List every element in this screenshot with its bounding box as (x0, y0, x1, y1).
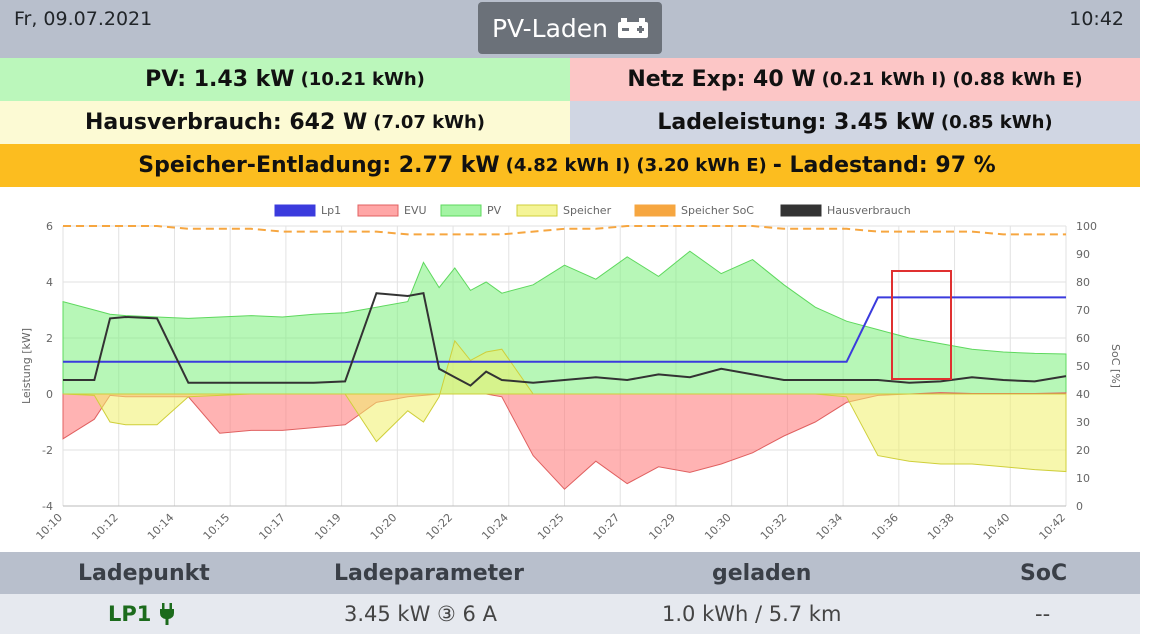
y-left-axis-title: Leistung [kW] (20, 328, 33, 404)
y-right-tick-label: 80 (1076, 276, 1090, 289)
charge-power-value: Ladeleistung: 3.45 kW (657, 110, 935, 135)
y-right-tick-label: 50 (1076, 360, 1090, 373)
x-tick-label: 10:10 (34, 511, 66, 543)
charge-energy-value: (0.85 kWh) (940, 112, 1053, 133)
car-battery-icon (618, 18, 649, 38)
x-tick-label: 10:24 (479, 511, 511, 543)
y-right-axis-title: SoC [%] (1109, 344, 1122, 388)
legend-label: Speicher SoC (681, 204, 754, 217)
legend-label: Hausverbrauch (827, 204, 911, 217)
evu-area (62, 392, 1067, 490)
storage-export-value: (3.20 kWh E) (636, 155, 767, 176)
x-tick-label: 10:29 (646, 511, 678, 543)
house-consumption-panel: Hausverbrauch: 642 W (7.07 kWh) (0, 101, 570, 144)
vehicle-soc: -- (1035, 602, 1051, 626)
x-tick-label: 10:14 (145, 511, 177, 543)
x-tick-label: 10:25 (535, 511, 567, 543)
state-of-charge-value: - Ladestand: 97 % (772, 153, 996, 178)
pv-power-value: PV: 1.43 kW (145, 67, 295, 92)
legend-swatch (516, 204, 558, 217)
grid-import-value: (0.21 kWh I) (821, 69, 947, 90)
x-tick-label: 10:42 (1037, 511, 1069, 543)
charge-mode-button[interactable]: PV-Laden (478, 2, 662, 54)
x-tick-label: 10:17 (256, 511, 288, 543)
chargepoint-label: LP1 (108, 602, 152, 626)
top-bar: Fr, 09.07.2021 PV-Laden 10:42 (0, 0, 1140, 58)
header-soc: SoC (1020, 560, 1068, 586)
grid-power-value: Netz Exp: 40 W (627, 67, 816, 92)
date-display: Fr, 09.07.2021 (14, 8, 153, 30)
grid-export-value: (0.88 kWh E) (952, 69, 1083, 90)
y-left-tick-label: 2 (46, 332, 53, 345)
hausverbrauch-line (63, 292, 1067, 387)
x-tick-label: 10:22 (424, 511, 456, 543)
storage-power-value: Speicher-Entladung: 2.77 kW (138, 153, 500, 178)
chargepoint-name[interactable]: LP1 (108, 594, 175, 634)
x-tick-label: 10:12 (89, 511, 121, 543)
y-right-tick-label: 70 (1076, 304, 1090, 317)
x-tick-label: 10:20 (368, 511, 400, 543)
chargepoint-table-header: Ladepunkt Ladeparameter geladen SoC (0, 552, 1140, 594)
speicher-area (62, 339, 1067, 473)
y-right-tick-label: 10 (1076, 472, 1090, 485)
x-tick-label: 10:30 (702, 511, 734, 543)
x-tick-label: 10:19 (312, 511, 344, 543)
legend-label: Lp1 (321, 204, 341, 217)
storage-import-value: (4.82 kWh I) (505, 155, 631, 176)
house-consumption-value: Hausverbrauch: 642 W (84, 110, 368, 135)
y-left-tick-label: 0 (46, 388, 53, 401)
x-tick-label: 10:15 (201, 511, 233, 543)
x-tick-label: 10:40 (981, 511, 1013, 543)
time-display: 10:42 (1069, 8, 1124, 30)
plug-icon (160, 603, 175, 625)
x-tick-label: 10:38 (925, 511, 957, 543)
x-tick-label: 10:34 (814, 511, 846, 543)
power-chart-svg: Lp1 EVU PV Speicher Speicher SoC Hausverbrauc… (20, 204, 1122, 543)
charge-mode-label: PV-Laden (491, 13, 609, 43)
pv-area (62, 250, 1067, 395)
y-left-tick-label: 6 (46, 220, 53, 233)
legend-swatch (440, 204, 482, 217)
charge-parameters: 3.45 kW ③ 6 A (344, 602, 497, 626)
legend-label: PV (487, 204, 502, 217)
legend-swatch (780, 204, 822, 217)
header-ladepunkt: Ladepunkt (78, 560, 210, 586)
storage-panel: Speicher-Entladung: 2.77 kW (4.82 kWh I)… (0, 144, 1140, 187)
lp1-line (63, 296, 1066, 363)
y-right-tick-label: 40 (1076, 388, 1090, 401)
power-chart: Lp1 EVU PV Speicher Speicher SoC Hausverbrauc… (0, 196, 1140, 546)
y-right-tick-label: 100 (1076, 220, 1097, 233)
y-left-tick-label: -2 (42, 444, 53, 457)
house-energy-value: (7.07 kWh) (373, 112, 486, 133)
soc-line (63, 225, 1066, 236)
legend-label: EVU (404, 204, 427, 217)
y-right-tick-label: 0 (1076, 500, 1083, 513)
legend-label: Speicher (563, 204, 612, 217)
y-right-tick-label: 20 (1076, 444, 1090, 457)
y-left-tick-label: -4 (42, 500, 53, 513)
chargepoint-row[interactable]: LP1 3.45 kW ③ 6 A 1.0 kWh / 5.7 km -- (0, 594, 1140, 634)
legend-swatch (274, 204, 316, 217)
y-right-tick-label: 90 (1076, 248, 1090, 261)
y-right-tick-label: 60 (1076, 332, 1090, 345)
legend-swatch (357, 204, 399, 217)
x-tick-label: 10:36 (869, 511, 901, 543)
charged-amount: 1.0 kWh / 5.7 km (662, 602, 842, 626)
grid-power-panel: Netz Exp: 40 W (0.21 kWh I) (0.88 kWh E) (570, 58, 1140, 101)
x-tick-label: 10:27 (591, 511, 623, 543)
legend-swatch (634, 204, 676, 217)
highlight-box (891, 270, 952, 380)
header-ladeparameter: Ladeparameter (334, 560, 524, 586)
y-right-tick-label: 30 (1076, 416, 1090, 429)
pv-power-panel: PV: 1.43 kW (10.21 kWh) (0, 58, 570, 101)
y-left-tick-label: 4 (46, 276, 53, 289)
x-tick-label: 10:32 (758, 511, 790, 543)
header-geladen: geladen (712, 560, 812, 586)
pv-energy-value: (10.21 kWh) (300, 69, 425, 90)
charge-power-panel: Ladeleistung: 3.45 kW (0.85 kWh) (570, 101, 1140, 144)
